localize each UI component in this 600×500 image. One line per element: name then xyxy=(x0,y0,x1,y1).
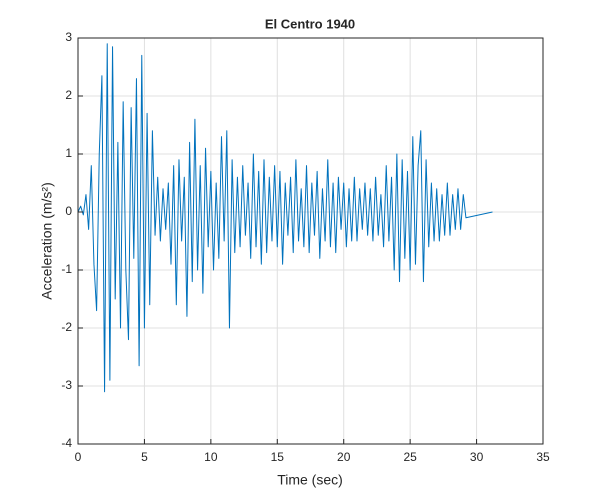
y-tick-label: -1 xyxy=(61,262,72,276)
y-tick-label: 0 xyxy=(65,204,72,218)
x-tick-label: 5 xyxy=(141,450,148,464)
x-tick-label: 0 xyxy=(75,450,82,464)
ticks: 0 5 10 15 20 25 30 35 -4 -3 -2 -1 0 1 2 3 xyxy=(61,30,550,464)
y-axis-label: Acceleration (m/s²) xyxy=(39,182,55,299)
plot xyxy=(77,43,493,393)
x-tick-label: 10 xyxy=(204,450,218,464)
x-tick-label: 35 xyxy=(536,450,550,464)
y-tick-label: 2 xyxy=(65,88,72,102)
chart-title: El Centro 1940 xyxy=(265,16,355,31)
y-tick-label: -2 xyxy=(61,320,72,334)
x-tick-label: 25 xyxy=(403,450,417,464)
axes-box xyxy=(77,37,544,445)
y-tick-label: -4 xyxy=(61,436,72,450)
y-tick-label: 1 xyxy=(65,146,72,160)
y-tick-label: -3 xyxy=(61,378,72,392)
x-tick-label: 30 xyxy=(470,450,484,464)
x-tick-label: 15 xyxy=(271,450,285,464)
y-tick-label: 3 xyxy=(65,30,72,44)
data-line xyxy=(77,43,493,393)
x-tick-label: 20 xyxy=(337,450,351,464)
x-axis-label: Time (sec) xyxy=(277,472,343,488)
